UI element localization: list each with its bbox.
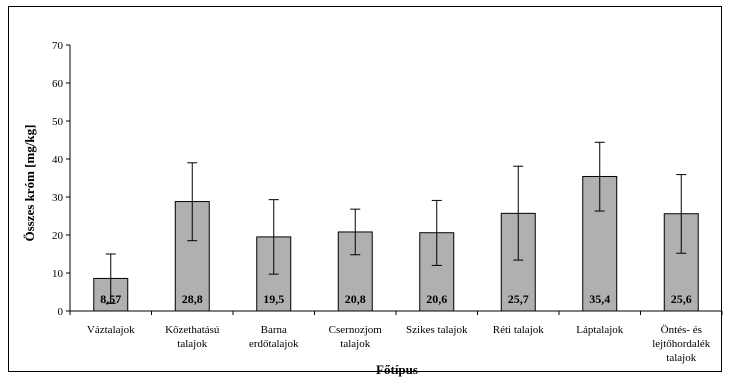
x-tick-label: Csernozjom talajok — [329, 324, 383, 350]
x-tick-label: Szikes talajok — [406, 324, 468, 336]
error-bars — [105, 141, 687, 304]
x-axis: Váztalajok Kőzethatású talajok Barna erdőtal… — [69, 310, 723, 364]
data-label: 8,57 — [100, 292, 121, 306]
data-label: 20,8 — [345, 292, 366, 306]
x-tick-label: Láptalajok — [576, 324, 624, 336]
y-tick-label: 60 — [52, 78, 64, 90]
y-tick-label: 20 — [52, 230, 64, 242]
y-tick-label: 50 — [52, 116, 64, 128]
y-tick-label: 70 — [52, 40, 64, 52]
x-tick-label: Kőzethatású talajok — [165, 324, 220, 350]
y-tick-label: 30 — [52, 192, 64, 204]
y-tick-label: 0 — [58, 306, 64, 318]
y-tick-label: 10 — [52, 268, 64, 280]
x-axis-title: Főtípus — [376, 362, 418, 377]
bars — [93, 175, 699, 312]
x-tick-label: Váztalajok — [87, 324, 135, 336]
y-tick-label: 40 — [52, 154, 64, 166]
data-label: 28,8 — [182, 292, 203, 306]
data-label: 25,6 — [671, 292, 692, 306]
x-tick-label: Öntés- és lejtőhordalék talajok — [652, 324, 711, 364]
x-tick-label: Barna erdőtalajok — [249, 324, 299, 350]
data-label: 19,5 — [263, 292, 284, 306]
data-labels: 8,57 28,8 19,5 20,8 20,6 25,7 35,4 25,6 — [100, 292, 692, 306]
data-label: 20,6 — [426, 292, 447, 306]
data-label: 25,7 — [508, 292, 529, 306]
data-label: 35,4 — [589, 292, 610, 306]
y-axis-title: Összes króm [mg/kg] — [22, 125, 37, 242]
x-tick-label: Réti talajok — [493, 324, 545, 336]
y-axis: 0 10 20 30 40 50 60 70 — [52, 40, 71, 318]
